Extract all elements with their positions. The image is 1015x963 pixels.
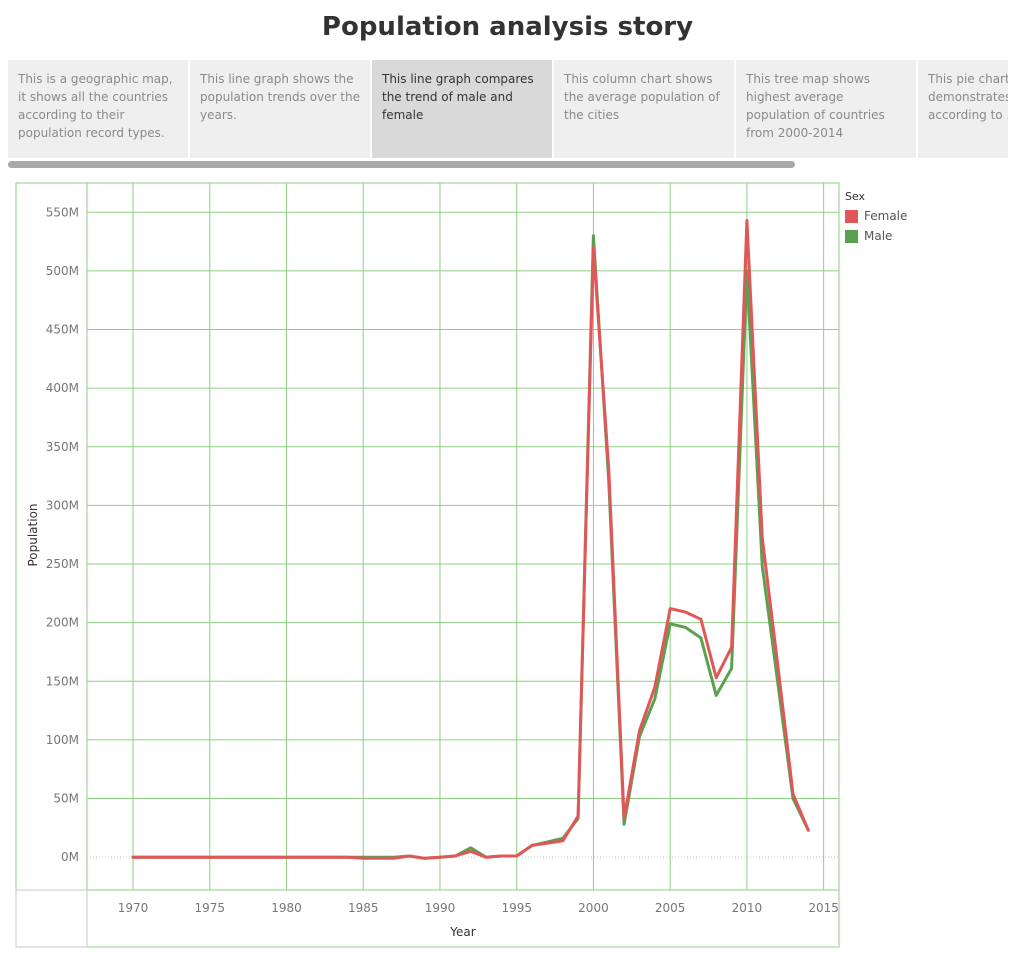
x-tick-label-1980: 1980 [271, 901, 302, 915]
y-tick-label-500: 500M [46, 264, 79, 278]
series-lines [131, 219, 810, 860]
story-navigator: This is a geographic map, it shows all t… [8, 60, 1008, 158]
x-tick-label-1985: 1985 [348, 901, 379, 915]
male-swatch-icon [845, 229, 858, 243]
x-axis-ticks: 1970 1975 1980 1985 1990 1995 2000 2005 2010 2015 [118, 901, 839, 915]
story-point-2[interactable]: This line graph shows the population tre… [190, 60, 370, 158]
x-tick-label-2000: 2000 [578, 901, 609, 915]
horizontal-gridlines [87, 211, 839, 858]
x-axis-label: Year [449, 925, 475, 939]
x-tick-label-2010: 2010 [732, 901, 763, 915]
story-point-3[interactable]: This line graph compares the trend of ma… [372, 60, 552, 158]
y-axis-ticks: 0M 50M 100M 150M 200M 250M 300M 350M 400M 450M 500… [46, 205, 79, 864]
y-tick-label-350: 350M [46, 440, 79, 454]
legend-label-male: Male [864, 229, 893, 243]
legend-title: Sex [845, 190, 866, 203]
story-point-1[interactable]: This is a geographic map, it shows all t… [8, 60, 188, 158]
vertical-gridlines [132, 183, 825, 890]
series-line-female [131, 219, 810, 860]
chart-frame [15, 182, 840, 948]
y-tick-label-0: 0M [61, 850, 79, 864]
y-axis-label: Population [26, 503, 40, 566]
x-tick-label-1975: 1975 [195, 901, 226, 915]
x-tick-label-2015: 2015 [808, 901, 839, 915]
y-tick-label-550: 550M [46, 205, 79, 219]
outer-border [15, 182, 840, 948]
x-tick-label-1990: 1990 [425, 901, 456, 915]
story-point-5[interactable]: This tree map shows highest average popu… [736, 60, 916, 158]
legend-item-male[interactable]: Male [845, 226, 907, 246]
legend: Sex Female Male [845, 190, 907, 246]
y-tick-label-250: 250M [46, 557, 79, 571]
y-tick-label-400: 400M [46, 381, 79, 395]
y-tick-label-200: 200M [46, 616, 79, 630]
y-tick-label-300: 300M [46, 498, 79, 512]
story-point-6[interactable]: This pie chart demonstrates the cities a… [918, 60, 1008, 158]
y-tick-label-50: 50M [53, 792, 79, 806]
y-tick-label-150: 150M [46, 674, 79, 688]
navigator-scrollbar[interactable] [8, 160, 1008, 168]
y-tick-label-100: 100M [46, 733, 79, 747]
y-tick-label-450: 450M [46, 323, 79, 337]
legend-label-female: Female [864, 209, 908, 223]
story-point-4[interactable]: This column chart shows the average popu… [554, 60, 734, 158]
corner-cell [15, 889, 88, 948]
legend-item-female[interactable]: Female [845, 206, 907, 226]
x-tick-label-1995: 1995 [501, 901, 532, 915]
x-tick-label-2005: 2005 [655, 901, 686, 915]
x-tick-label-1970: 1970 [118, 901, 149, 915]
female-swatch-icon [845, 209, 858, 223]
story-title: Population analysis story [321, 12, 694, 42]
navigator-scrollbar-thumb[interactable] [8, 161, 795, 168]
